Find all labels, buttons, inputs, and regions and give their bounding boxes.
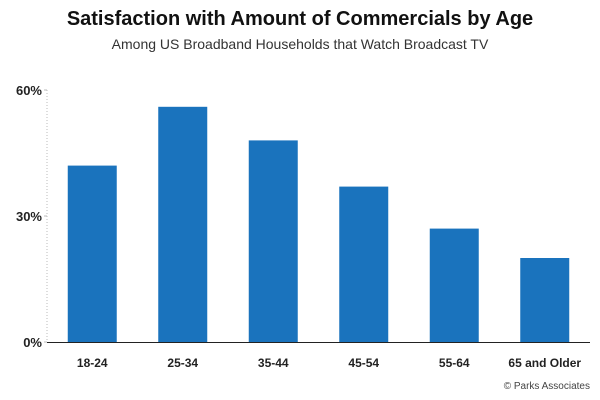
- x-tick-label: 35-44: [258, 356, 289, 370]
- x-tick-label: 25-34: [167, 356, 198, 370]
- bar-65-and-older: [520, 258, 570, 342]
- x-tick-label: 18-24: [77, 356, 108, 370]
- x-tick-label: 65 and Older: [508, 356, 581, 370]
- y-tick-label: 0%: [23, 335, 42, 350]
- bar-55-64: [429, 228, 479, 342]
- chart-title: Satisfaction with Amount of Commercials …: [66, 8, 534, 30]
- y-tick-label: 60%: [16, 83, 42, 98]
- y-tick-label: 30%: [16, 209, 42, 224]
- bar-35-44: [248, 140, 298, 342]
- x-tick-label: 45-54: [348, 356, 379, 370]
- bar-25-34: [158, 106, 208, 342]
- chart-subtitle: Among US Broadband Households that Watch…: [111, 36, 489, 52]
- bar-45-54: [339, 186, 389, 342]
- copyright-watermark: © Parks Associates: [503, 381, 590, 392]
- bar-18-24: [67, 165, 117, 342]
- x-tick-label: 55-64: [439, 356, 470, 370]
